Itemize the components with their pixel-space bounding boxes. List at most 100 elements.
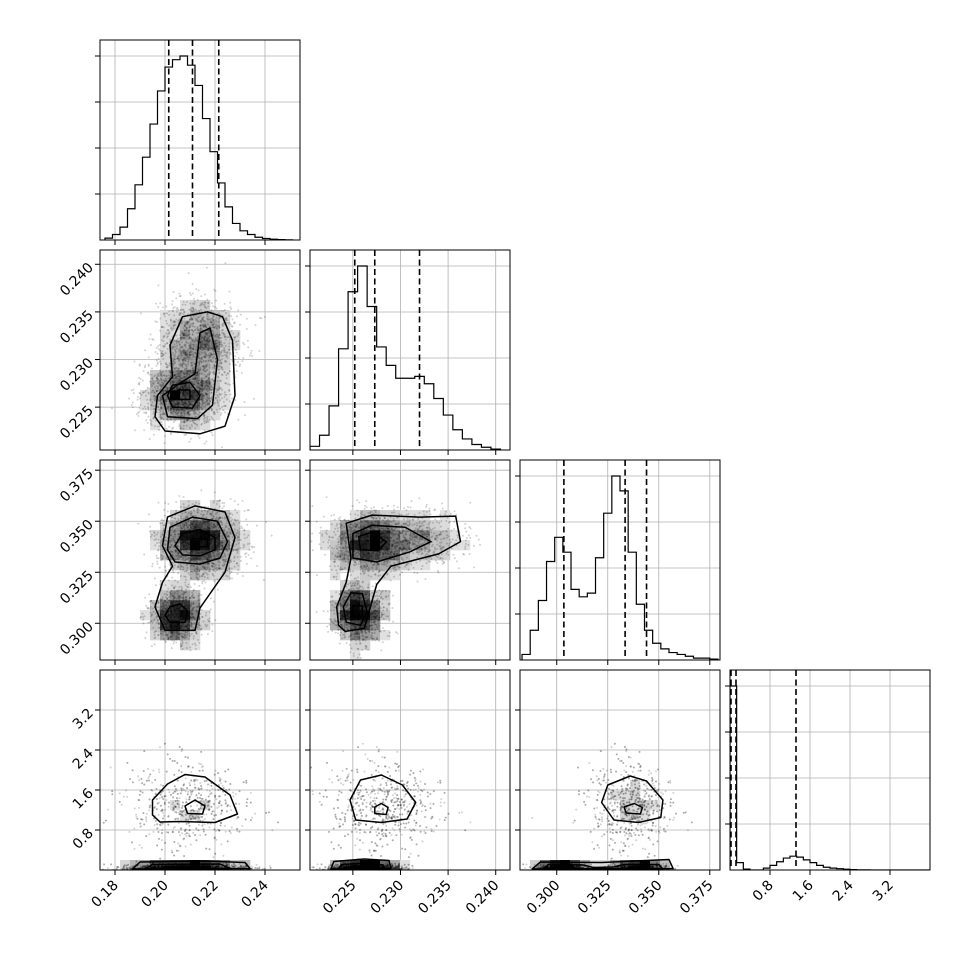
sample-point <box>204 540 207 543</box>
sample-point <box>208 570 211 573</box>
sample-point <box>181 359 184 362</box>
sample-point <box>169 626 172 629</box>
sample-point <box>193 618 196 621</box>
sample-point <box>205 380 208 383</box>
sample-point <box>178 605 181 608</box>
sample-point <box>198 328 201 331</box>
sample-point <box>158 428 161 431</box>
sample-point <box>233 363 236 366</box>
density-cell <box>220 370 231 381</box>
sample-point <box>230 524 233 527</box>
sample-point <box>207 558 210 561</box>
sample-point <box>183 358 186 361</box>
sample-point <box>209 548 212 551</box>
sample-point <box>185 340 188 343</box>
sample-point <box>175 381 178 384</box>
sample-point <box>207 397 210 400</box>
sample-point <box>225 352 228 355</box>
density-cell <box>190 560 201 571</box>
sample-point <box>157 531 160 534</box>
sample-point <box>184 345 187 348</box>
sample-point <box>153 391 156 394</box>
sample-point <box>214 525 217 528</box>
sample-point <box>202 369 205 372</box>
sample-point <box>190 394 193 397</box>
sample-point <box>173 396 176 399</box>
sample-point <box>184 391 187 394</box>
sample-point <box>184 559 187 562</box>
sample-point <box>229 516 232 519</box>
sample-point <box>181 391 184 394</box>
sample-point <box>198 539 201 542</box>
sample-point <box>133 429 136 432</box>
sample-point <box>207 376 210 379</box>
sample-point <box>187 620 190 623</box>
sample-point <box>162 616 165 619</box>
sample-point <box>178 348 181 351</box>
sample-point <box>164 599 167 602</box>
sample-point <box>181 365 184 368</box>
sample-point <box>237 332 240 335</box>
sample-point <box>193 531 196 534</box>
sample-point <box>157 633 160 636</box>
sample-point <box>180 610 183 613</box>
sample-point <box>156 619 159 622</box>
sample-point <box>224 404 227 407</box>
sample-point <box>202 382 205 385</box>
sample-point <box>187 334 190 337</box>
sample-point <box>181 539 184 542</box>
sample-point <box>245 552 248 555</box>
sample-point <box>223 309 226 312</box>
sample-point <box>239 555 242 558</box>
sample-point <box>170 348 173 351</box>
sample-point <box>216 335 219 338</box>
sample-point <box>209 399 212 402</box>
sample-point <box>212 526 215 529</box>
sample-point <box>183 601 186 604</box>
sample-point <box>195 393 198 396</box>
sample-point <box>160 352 163 355</box>
sample-point <box>177 558 180 561</box>
sample-point <box>205 307 208 310</box>
sample-point <box>180 385 183 388</box>
sample-point <box>202 399 205 402</box>
sample-point <box>199 536 202 539</box>
sample-point <box>191 348 194 351</box>
sample-point <box>224 335 227 338</box>
sample-point <box>210 540 213 543</box>
sample-point <box>179 505 182 508</box>
sample-point <box>239 559 242 562</box>
sample-point <box>189 371 192 374</box>
sample-point <box>187 627 190 630</box>
sample-point <box>226 532 229 535</box>
sample-point <box>199 319 202 322</box>
sample-point <box>228 535 231 538</box>
sample-point <box>213 340 216 343</box>
sample-point <box>143 405 146 408</box>
sample-point <box>233 336 236 339</box>
sample-point <box>193 539 196 542</box>
density-cell <box>220 340 231 351</box>
sample-point <box>173 640 176 643</box>
sample-point <box>208 381 211 384</box>
sample-point <box>169 338 172 341</box>
sample-point <box>148 600 151 603</box>
sample-point <box>158 344 161 347</box>
sample-point <box>197 552 200 555</box>
sample-point <box>182 613 185 616</box>
sample-point <box>245 518 248 521</box>
sample-point <box>192 377 195 380</box>
sample-point <box>151 607 154 610</box>
sample-point <box>175 386 178 389</box>
sample-point <box>216 389 219 392</box>
sample-point <box>221 329 224 332</box>
sample-point <box>171 594 174 597</box>
sample-point <box>174 609 177 612</box>
sample-point <box>180 589 183 592</box>
sample-point <box>215 346 218 349</box>
sample-point <box>180 609 183 612</box>
sample-point <box>177 622 180 625</box>
sample-point <box>200 396 203 399</box>
sample-point <box>158 425 161 428</box>
